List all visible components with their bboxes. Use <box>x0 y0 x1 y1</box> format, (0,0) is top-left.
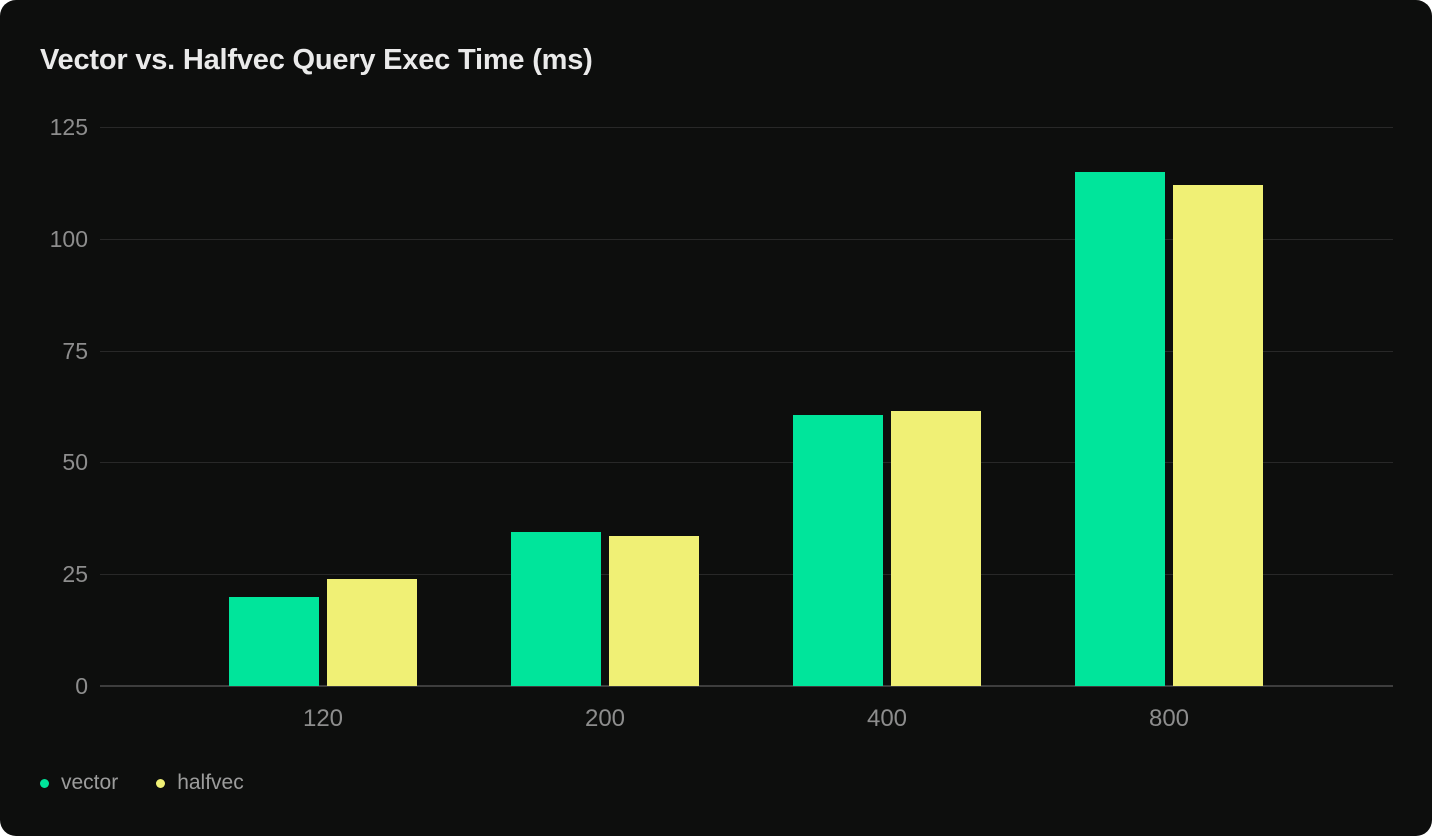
legend-dot-halfvec <box>156 778 166 788</box>
gridline-75 <box>100 350 1393 352</box>
y-axis-tick-label-125: 125 <box>49 114 88 140</box>
bar-vector-120 <box>229 596 319 686</box>
x-axis-tick-label-200: 200 <box>584 705 626 732</box>
y-axis-tick-label-75: 75 <box>62 337 88 364</box>
bar-vector-400 <box>793 415 883 686</box>
bar-vector-800 <box>1075 171 1165 686</box>
gridline-25 <box>100 574 1393 576</box>
legend-item-vector[interactable]: vector <box>40 771 118 795</box>
bar-halfvec-800 <box>1173 185 1263 686</box>
y-axis-tick-label-50: 50 <box>62 449 88 476</box>
gridline-100 <box>100 238 1393 240</box>
legend-label-vector: vector <box>61 771 119 794</box>
gridline-125 <box>100 127 1393 128</box>
chart-title: Vector vs. Halfvec Query Exec Time (ms) <box>40 44 593 76</box>
bar-halfvec-120 <box>327 578 417 686</box>
legend-item-halfvec[interactable]: halfvec <box>156 771 244 795</box>
y-axis-tick-label-25: 25 <box>62 561 88 588</box>
x-axis-tick-label-800: 800 <box>1148 705 1190 732</box>
gridline-50 <box>100 462 1393 464</box>
legend-dot-vector <box>40 778 49 788</box>
bar-halfvec-200 <box>609 536 699 686</box>
x-axis-tick-label-120: 120 <box>302 705 344 732</box>
y-axis-tick-label-100: 100 <box>49 225 88 252</box>
x-axis-line <box>100 685 1393 687</box>
legend: vector halfvec <box>40 771 244 795</box>
x-axis-tick-label-400: 400 <box>866 705 908 732</box>
bar-halfvec-400 <box>891 410 981 686</box>
legend-label-halfvec: halfvec <box>177 771 244 794</box>
y-axis-tick-label-0: 0 <box>75 673 88 699</box>
bar-vector-200 <box>511 531 601 686</box>
